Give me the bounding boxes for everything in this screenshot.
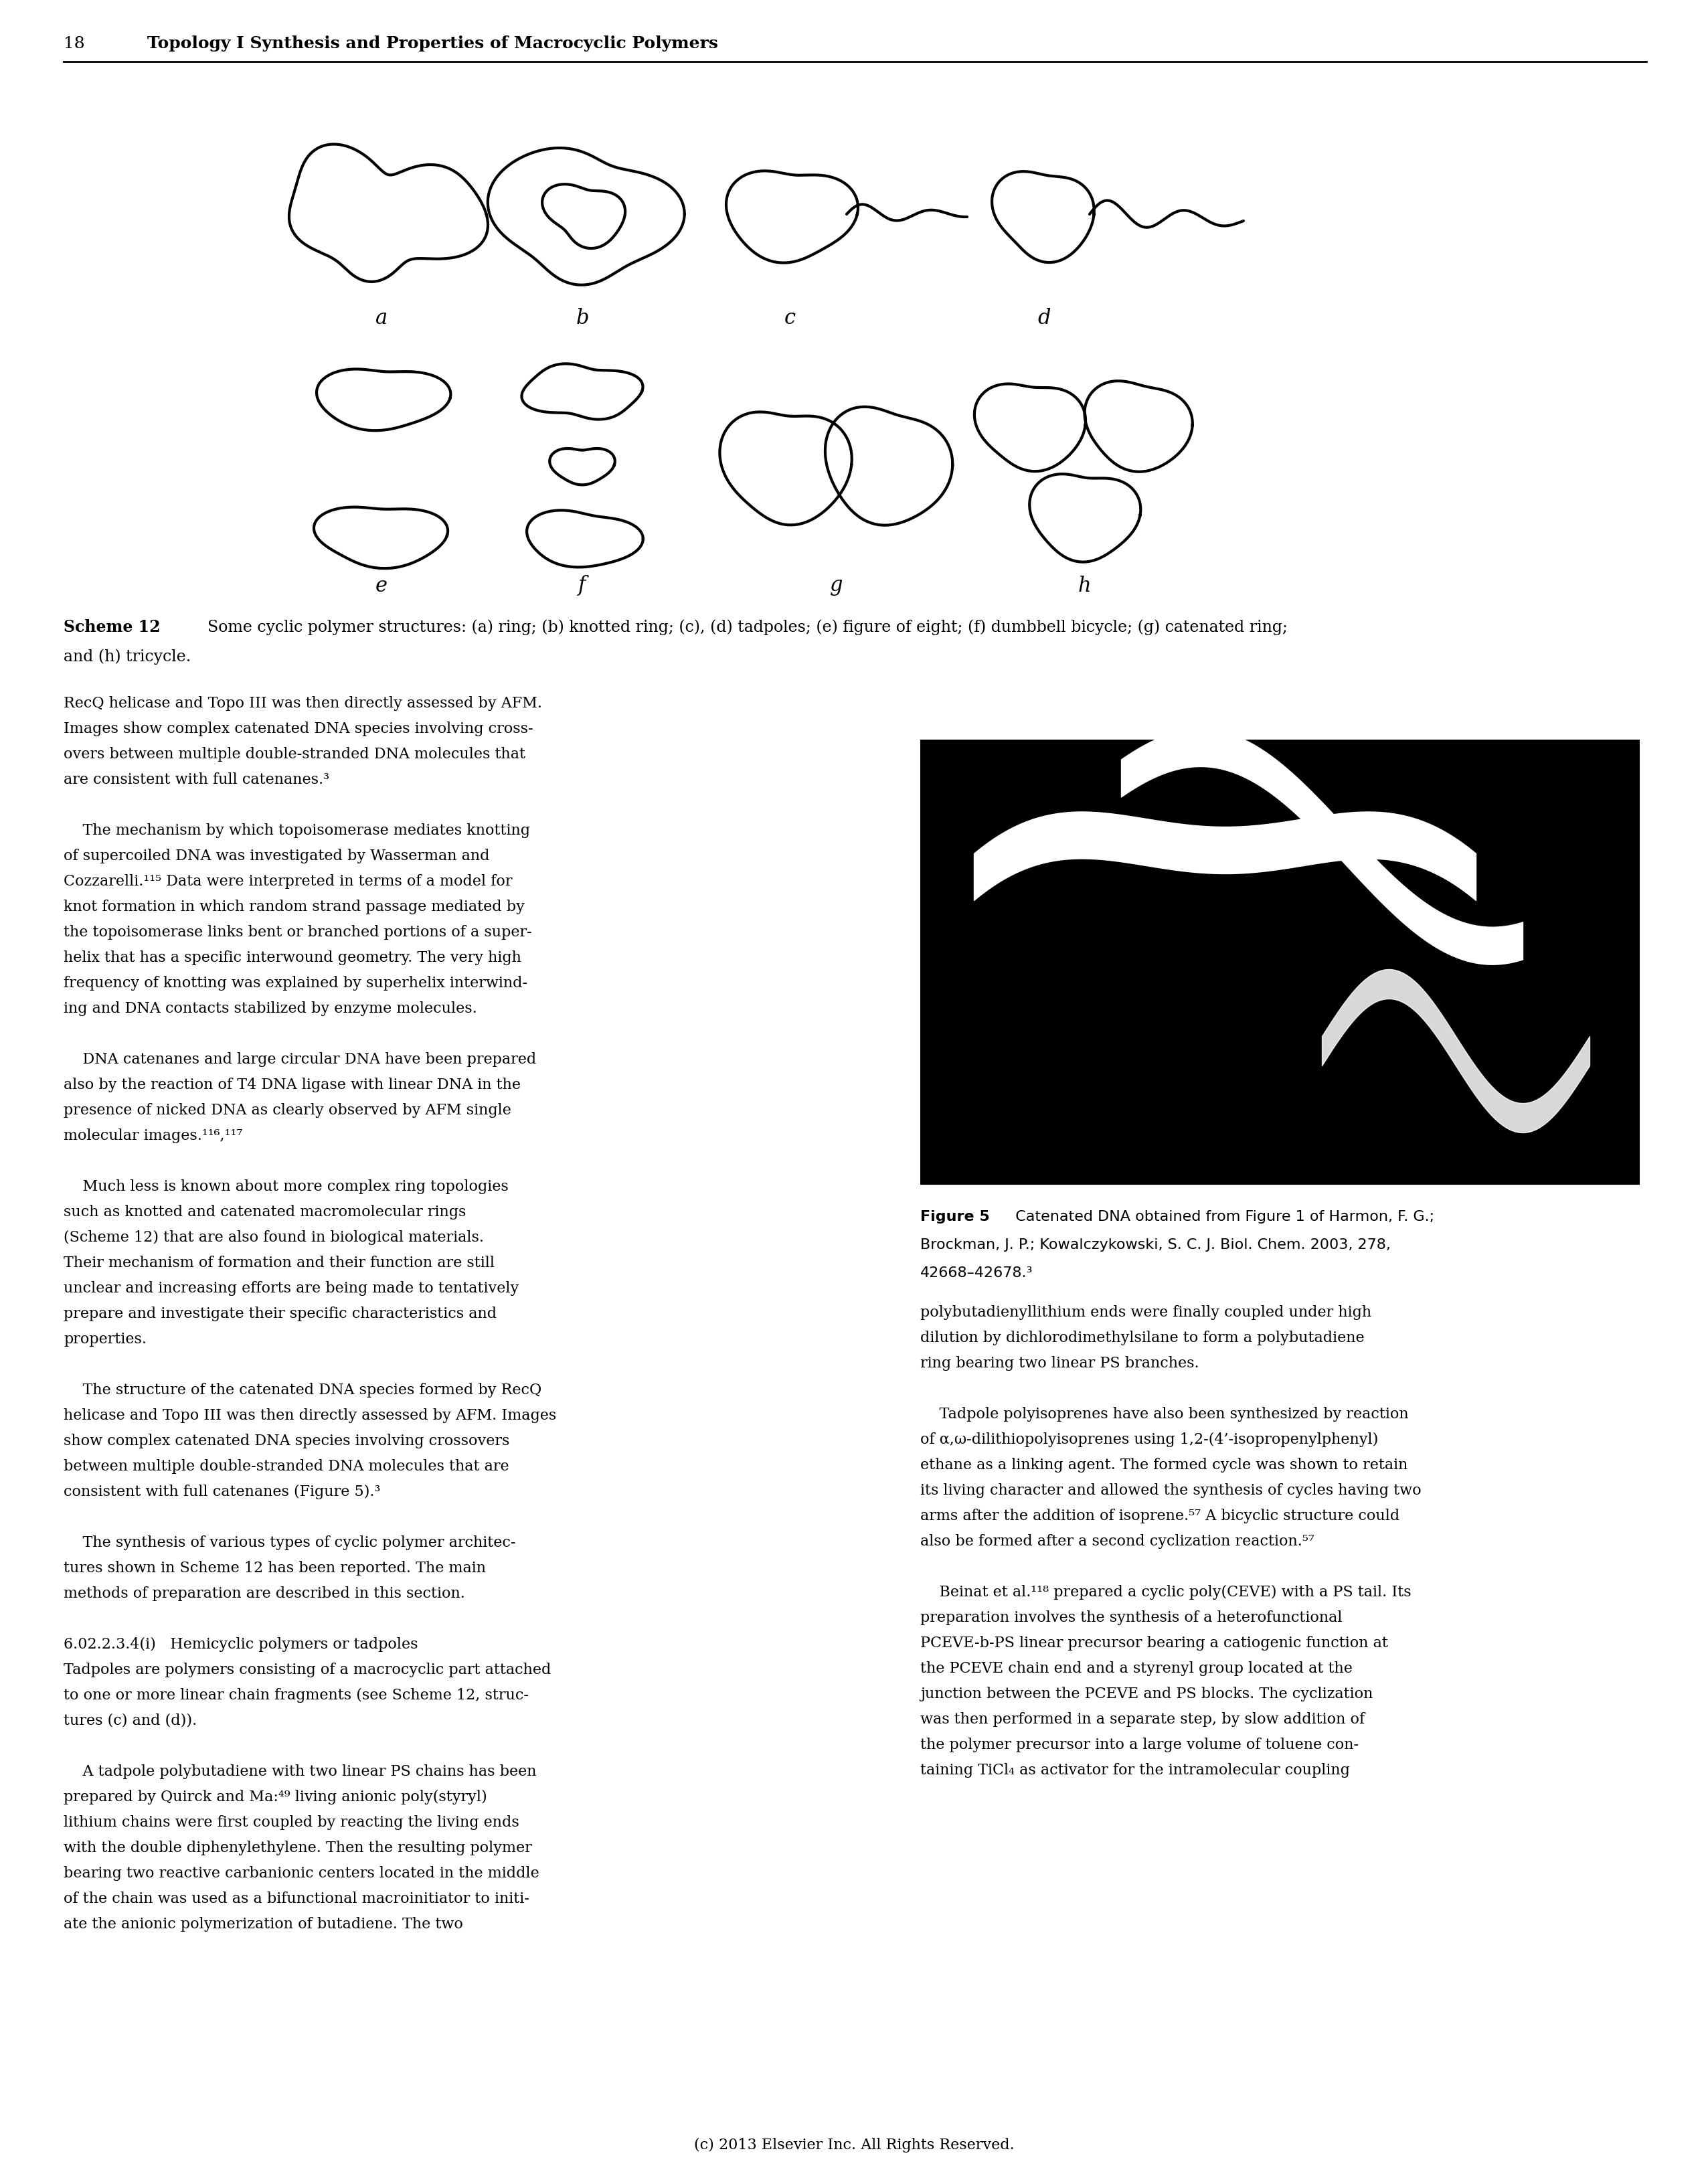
Text: 42668–42678.³: 42668–42678.³ [921,1266,1033,1281]
Text: was then performed in a separate step, by slow addition of: was then performed in a separate step, b… [921,1713,1365,1726]
Text: e: e [376,576,388,596]
Text: taining TiCl₄ as activator for the intramolecular coupling: taining TiCl₄ as activator for the intra… [921,1763,1349,1778]
Text: consistent with full catenanes (Figure 5).³: consistent with full catenanes (Figure 5… [63,1484,381,1499]
Text: h: h [1078,576,1091,596]
Text: Catenated DNA obtained from Figure 1 of Harmon, F. G.;: Catenated DNA obtained from Figure 1 of … [1006,1211,1435,1224]
Text: c: c [784,308,796,327]
Text: (Scheme 12) that are also found in biological materials.: (Scheme 12) that are also found in biolo… [63,1231,483,1246]
Text: the topoisomerase links bent or branched portions of a super-: the topoisomerase links bent or branched… [63,925,531,940]
Text: The structure of the catenated DNA species formed by RecQ: The structure of the catenated DNA speci… [63,1383,541,1396]
Bar [921,740,1640,1185]
Text: junction between the PCEVE and PS blocks. The cyclization: junction between the PCEVE and PS blocks… [921,1687,1373,1702]
Text: its living character and allowed the synthesis of cycles having two: its living character and allowed the syn… [921,1484,1421,1499]
Text: such as knotted and catenated macromolecular rings: such as knotted and catenated macromolec… [63,1204,466,1220]
Text: Brockman, J. P.; Kowalczykowski, S. C. J. Biol. Chem. 2003, 278,: Brockman, J. P.; Kowalczykowski, S. C. J… [921,1237,1390,1252]
Text: of supercoiled DNA was investigated by Wasserman and: of supercoiled DNA was investigated by W… [63,849,490,864]
Text: Beinat et al.¹¹⁸ prepared a cyclic poly(CEVE) with a PS tail. Its: Beinat et al.¹¹⁸ prepared a cyclic poly(… [921,1584,1411,1599]
Text: The mechanism by which topoisomerase mediates knotting: The mechanism by which topoisomerase med… [63,823,529,838]
Text: properties.: properties. [63,1331,147,1346]
Text: Their mechanism of formation and their function are still: Their mechanism of formation and their f… [63,1255,495,1270]
Text: tures shown in Scheme 12 has been reported. The main: tures shown in Scheme 12 has been report… [63,1560,485,1575]
Text: Cozzarelli.¹¹⁵ Data were interpreted in terms of a model for: Cozzarelli.¹¹⁵ Data were interpreted in … [63,875,512,888]
Text: ing and DNA contacts stabilized by enzyme molecules.: ing and DNA contacts stabilized by enzym… [63,1002,477,1017]
Text: the PCEVE chain end and a styrenyl group located at the: the PCEVE chain end and a styrenyl group… [921,1661,1353,1676]
Text: dilution by dichlorodimethylsilane to form a polybutadiene: dilution by dichlorodimethylsilane to fo… [921,1331,1365,1346]
Text: to one or more linear chain fragments (see Scheme 12, struc-: to one or more linear chain fragments (s… [63,1689,529,1702]
Text: (c) 2013 Elsevier Inc. All Rights Reserved.: (c) 2013 Elsevier Inc. All Rights Reserv… [693,2138,1015,2154]
Text: prepared by Quirck and Ma:⁴⁹ living anionic poly(styryl): prepared by Quirck and Ma:⁴⁹ living anio… [63,1789,487,1805]
Text: preparation involves the synthesis of a heterofunctional: preparation involves the synthesis of a … [921,1610,1342,1626]
Text: 18: 18 [63,35,85,50]
Text: are consistent with full catenanes.³: are consistent with full catenanes.³ [63,772,330,788]
Text: ethane as a linking agent. The formed cycle was shown to retain: ethane as a linking agent. The formed cy… [921,1458,1407,1473]
Text: PCEVE-b-PS linear precursor bearing a catiogenic function at: PCEVE-b-PS linear precursor bearing a ca… [921,1636,1389,1650]
Text: of the chain was used as a bifunctional macroinitiator to initi-: of the chain was used as a bifunctional … [63,1892,529,1907]
Text: Scheme 12: Scheme 12 [63,620,161,635]
Text: bearing two reactive carbanionic centers located in the middle: bearing two reactive carbanionic centers… [63,1866,540,1881]
Text: Tadpole polyisoprenes have also been synthesized by reaction: Tadpole polyisoprenes have also been syn… [921,1407,1409,1423]
Text: ring bearing two linear PS branches.: ring bearing two linear PS branches. [921,1355,1199,1370]
Text: A tadpole polybutadiene with two linear PS chains has been: A tadpole polybutadiene with two linear … [63,1765,536,1778]
Text: arms after the addition of isoprene.⁵⁷ A bicyclic structure could: arms after the addition of isoprene.⁵⁷ A… [921,1508,1399,1523]
Text: polybutadienyllithium ends were finally coupled under high: polybutadienyllithium ends were finally … [921,1305,1372,1320]
Text: of α,ω-dilithiopolyisoprenes using 1,2-(4’-isopropenylphenyl): of α,ω-dilithiopolyisoprenes using 1,2-(… [921,1431,1378,1447]
Text: knot formation in which random strand passage mediated by: knot formation in which random strand pa… [63,899,524,914]
Text: Images show complex catenated DNA species involving cross-: Images show complex catenated DNA specie… [63,722,533,735]
Text: also by the reaction of T4 DNA ligase with linear DNA in the: also by the reaction of T4 DNA ligase wi… [63,1078,521,1093]
Text: overs between multiple double-stranded DNA molecules that: overs between multiple double-stranded D… [63,746,526,762]
Text: a: a [376,308,388,327]
Text: RecQ helicase and Topo III was then directly assessed by AFM.: RecQ helicase and Topo III was then dire… [63,696,541,711]
Text: prepare and investigate their specific characteristics and: prepare and investigate their specific c… [63,1307,497,1322]
Text: and (h) tricycle.: and (h) tricycle. [63,648,191,663]
Text: Much less is known about more complex ring topologies: Much less is known about more complex ri… [63,1178,509,1194]
Text: g: g [830,576,844,596]
Text: b: b [576,308,589,327]
Text: lithium chains were first coupled by reacting the living ends: lithium chains were first coupled by rea… [63,1815,519,1831]
Text: Topology I Synthesis and Properties of Macrocyclic Polymers: Topology I Synthesis and Properties of M… [147,35,717,52]
Text: DNA catenanes and large circular DNA have been prepared: DNA catenanes and large circular DNA hav… [63,1052,536,1067]
Text: Some cyclic polymer structures: (a) ring; (b) knotted ring; (c), (d) tadpoles; (: Some cyclic polymer structures: (a) ring… [198,620,1288,635]
Text: The synthesis of various types of cyclic polymer architec-: The synthesis of various types of cyclic… [63,1536,516,1549]
Text: show complex catenated DNA species involving crossovers: show complex catenated DNA species invol… [63,1434,509,1449]
Text: f: f [579,576,586,596]
Text: also be formed after a second cyclization reaction.⁵⁷: also be formed after a second cyclizatio… [921,1534,1315,1549]
Text: Tadpoles are polymers consisting of a macrocyclic part attached: Tadpoles are polymers consisting of a ma… [63,1663,552,1678]
Text: between multiple double-stranded DNA molecules that are: between multiple double-stranded DNA mol… [63,1460,509,1473]
Text: tures (c) and (d)).: tures (c) and (d)). [63,1713,196,1728]
Text: frequency of knotting was explained by superhelix interwind-: frequency of knotting was explained by s… [63,975,528,991]
Text: Figure 5: Figure 5 [921,1211,989,1224]
Text: with the double diphenylethylene. Then the resulting polymer: with the double diphenylethylene. Then t… [63,1842,531,1855]
Text: molecular images.¹¹⁶,¹¹⁷: molecular images.¹¹⁶,¹¹⁷ [63,1128,243,1143]
Text: the polymer precursor into a large volume of toluene con-: the polymer precursor into a large volum… [921,1737,1360,1752]
Text: d: d [1037,308,1050,327]
Text: 6.02.2.3.4(i)   Hemicyclic polymers or tadpoles: 6.02.2.3.4(i) Hemicyclic polymers or tad… [63,1636,418,1652]
Text: ate the anionic polymerization of butadiene. The two: ate the anionic polymerization of butadi… [63,1918,463,1931]
Text: methods of preparation are described in this section.: methods of preparation are described in … [63,1586,465,1602]
Text: presence of nicked DNA as clearly observed by AFM single: presence of nicked DNA as clearly observ… [63,1104,511,1117]
Text: helix that has a specific interwound geometry. The very high: helix that has a specific interwound geo… [63,951,521,964]
Text: helicase and Topo III was then directly assessed by AFM. Images: helicase and Topo III was then directly … [63,1407,557,1423]
Text: unclear and increasing efforts are being made to tentatively: unclear and increasing efforts are being… [63,1281,519,1296]
